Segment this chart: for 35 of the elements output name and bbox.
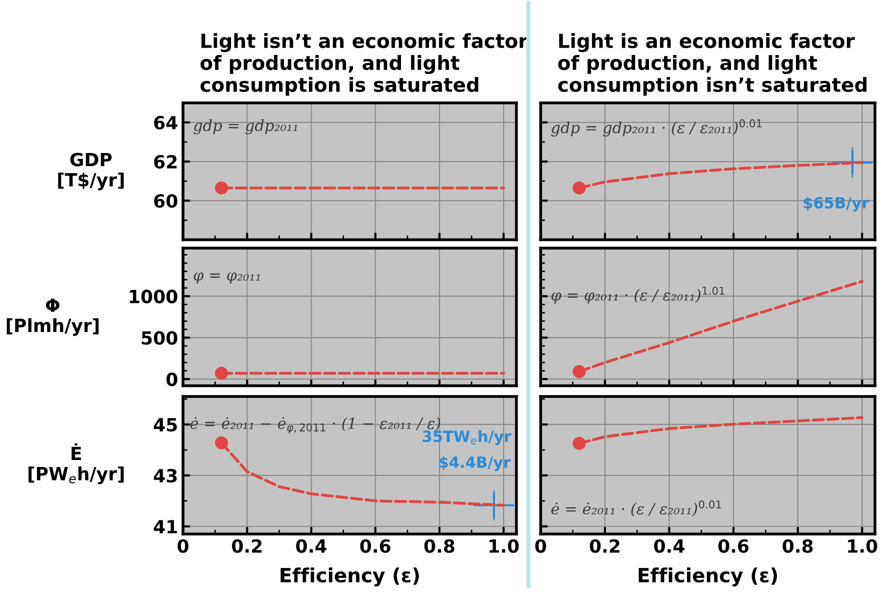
y-tick-label: 43 (154, 468, 177, 483)
y-tick-label: 60 (154, 194, 178, 208)
x-axis-title: Efficiency (ε) (280, 567, 419, 586)
x-tick-label: 0.8 (782, 539, 813, 553)
y-axis-title: GDP [T$/yr] (58, 152, 124, 190)
x-tick-label: 1.0 (848, 539, 878, 553)
chart-title: Light is an economic factor of production, and light consumption isn’t saturated (558, 33, 866, 96)
y-tick-label: 45 (154, 418, 177, 432)
annotation: gdp = gdp₂₀₁₁ · (ε / ε₂₀₁₁)$^{0.01}$ (551, 119, 762, 136)
chart-title: Light isn’t an economic factor of production, and light consumption is saturated (200, 33, 528, 96)
x-tick-label: 0.6 (360, 539, 390, 553)
y-tick-label: 41 (154, 520, 177, 534)
y-tick-label: 64 (154, 116, 178, 130)
x-tick-label: 0.4 (654, 539, 684, 553)
x-tick-label: 0 (535, 539, 546, 553)
annotation: φ = φ₂₀₁₁ · (ε / ε₂₀₁₁)$^{1.01}$ (551, 286, 724, 304)
x-tick-label: 0.2 (232, 539, 262, 553)
x-tick-label: 0.8 (424, 539, 454, 553)
x-tick-label: 0 (178, 539, 188, 553)
x-tick-label: 0.4 (296, 539, 326, 553)
annotation: $4.4B/yr (439, 456, 511, 472)
y-axis-title: Φ [Plmh/yr] (6, 298, 99, 336)
annotation: $65B/yr (804, 196, 870, 212)
y-tick-label: 62 (154, 155, 177, 169)
annotation: φ = φ₂₀₁₁ (194, 272, 260, 284)
annotation: ė = ė₂₀₁₁ · (ε / ε₂₀₁₁)$^{0.01}$ (551, 500, 722, 517)
x-axis-title: Efficiency (ε) (638, 567, 777, 586)
y-tick-label: 0 (166, 372, 178, 386)
annotation: gdp = gdp₂₀₁₁ (194, 119, 298, 134)
y-axis-title: Ė [PW$_{e}$h/yr] (28, 443, 124, 484)
y-tick-label: 1000 (130, 290, 178, 304)
x-tick-label: 1.0 (490, 539, 519, 553)
x-tick-label: 0.6 (718, 539, 749, 553)
y-tick-label: 500 (142, 331, 178, 345)
x-tick-label: 0.2 (590, 539, 620, 553)
